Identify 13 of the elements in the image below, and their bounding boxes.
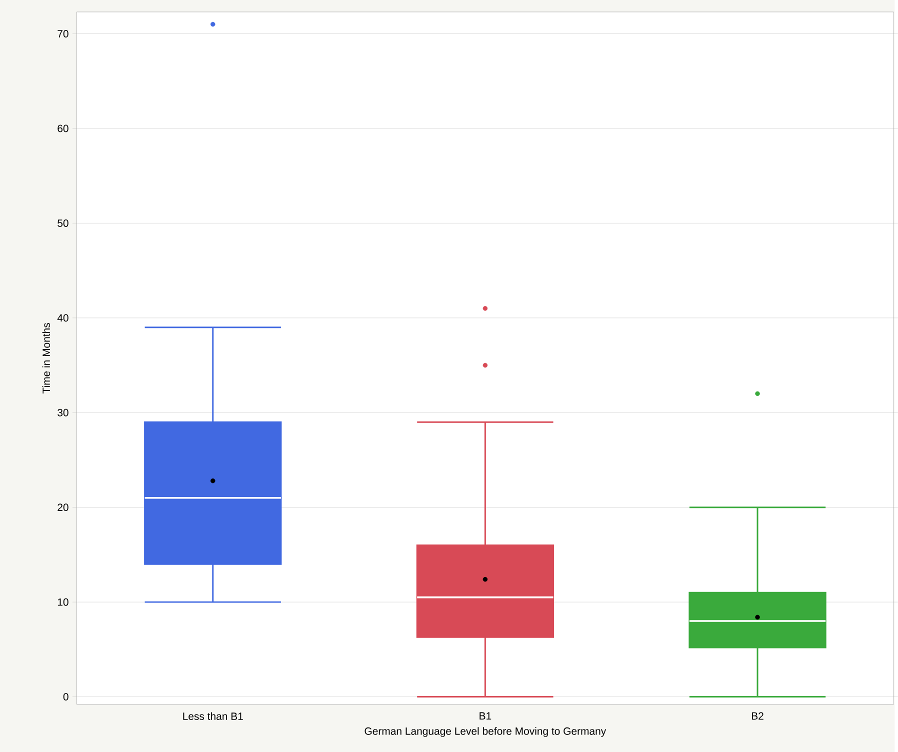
- x-tick-label: B1: [480, 712, 492, 720]
- x-axis-title: German Language Level before Moving to Germany: [364, 727, 606, 737]
- y-tick-label: 50: [58, 219, 68, 227]
- y-tick-label: 40: [57, 314, 68, 322]
- y-axis-title: Time in Months: [42, 322, 50, 394]
- y-tick-label: 20: [58, 504, 68, 511]
- y-tick-label: 60: [58, 124, 68, 132]
- y-tick-label: 10: [58, 598, 68, 606]
- y-tick-label: 70: [58, 30, 68, 38]
- x-tick-label: Less than B1: [183, 712, 243, 720]
- x-tick-label: B2: [752, 712, 764, 720]
- y-tick-label: 0: [63, 692, 68, 700]
- y-tick-label: 30: [58, 408, 68, 416]
